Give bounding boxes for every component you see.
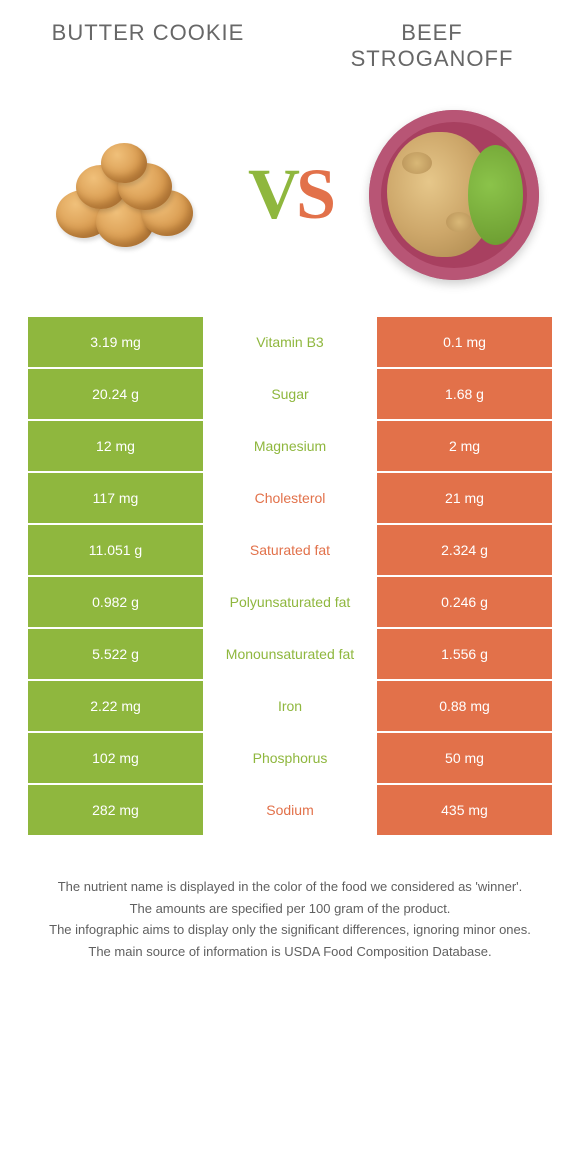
left-value: 282 mg	[28, 785, 203, 835]
stroganoff-illustration	[369, 110, 539, 280]
footer-line: The infographic aims to display only the…	[38, 920, 542, 940]
nutrient-row: 12 mgMagnesium2 mg	[28, 421, 552, 471]
infographic-container: Butter cookie Beef Stroganoff VS 3.19 mg…	[0, 0, 580, 1003]
vs-s: S	[296, 154, 332, 234]
footer-notes: The nutrient name is displayed in the co…	[28, 837, 552, 983]
nutrient-label: Sodium	[203, 785, 377, 835]
left-food-title: Butter cookie	[48, 20, 248, 46]
cookies-illustration	[46, 135, 206, 255]
vs-label: VS	[248, 153, 332, 236]
nutrient-label: Cholesterol	[203, 473, 377, 523]
nutrient-table: 3.19 mgVitamin B30.1 mg20.24 gSugar1.68 …	[28, 317, 552, 835]
left-value: 2.22 mg	[28, 681, 203, 731]
left-value: 11.051 g	[28, 525, 203, 575]
left-value: 12 mg	[28, 421, 203, 471]
right-food-title: Beef Stroganoff	[332, 20, 532, 72]
right-value: 0.246 g	[377, 577, 552, 627]
left-value: 117 mg	[28, 473, 203, 523]
nutrient-label: Polyunsaturated fat	[203, 577, 377, 627]
right-value: 21 mg	[377, 473, 552, 523]
right-value: 1.68 g	[377, 369, 552, 419]
right-value: 0.88 mg	[377, 681, 552, 731]
nutrient-row: 117 mgCholesterol21 mg	[28, 473, 552, 523]
right-value: 0.1 mg	[377, 317, 552, 367]
nutrient-row: 2.22 mgIron0.88 mg	[28, 681, 552, 731]
left-value: 20.24 g	[28, 369, 203, 419]
images-row: VS	[28, 82, 552, 317]
nutrient-row: 11.051 gSaturated fat2.324 g	[28, 525, 552, 575]
left-value: 102 mg	[28, 733, 203, 783]
nutrient-label: Phosphorus	[203, 733, 377, 783]
right-value: 1.556 g	[377, 629, 552, 679]
nutrient-label: Vitamin B3	[203, 317, 377, 367]
footer-line: The main source of information is USDA F…	[38, 942, 542, 962]
nutrient-label: Sugar	[203, 369, 377, 419]
nutrient-label: Iron	[203, 681, 377, 731]
nutrient-row: 102 mgPhosphorus50 mg	[28, 733, 552, 783]
nutrient-row: 5.522 gMonounsaturated fat1.556 g	[28, 629, 552, 679]
footer-line: The amounts are specified per 100 gram o…	[38, 899, 542, 919]
right-value: 2 mg	[377, 421, 552, 471]
nutrient-row: 0.982 gPolyunsaturated fat0.246 g	[28, 577, 552, 627]
nutrient-row: 20.24 gSugar1.68 g	[28, 369, 552, 419]
header: Butter cookie Beef Stroganoff	[28, 20, 552, 82]
left-value: 3.19 mg	[28, 317, 203, 367]
left-food-image	[38, 107, 213, 282]
right-value: 2.324 g	[377, 525, 552, 575]
nutrient-label: Magnesium	[203, 421, 377, 471]
right-food-image	[367, 107, 542, 282]
nutrient-label: Monounsaturated fat	[203, 629, 377, 679]
vs-v: V	[248, 154, 296, 234]
footer-line: The nutrient name is displayed in the co…	[38, 877, 542, 897]
right-value: 435 mg	[377, 785, 552, 835]
left-value: 5.522 g	[28, 629, 203, 679]
nutrient-row: 282 mgSodium435 mg	[28, 785, 552, 835]
nutrient-row: 3.19 mgVitamin B30.1 mg	[28, 317, 552, 367]
left-value: 0.982 g	[28, 577, 203, 627]
right-value: 50 mg	[377, 733, 552, 783]
nutrient-label: Saturated fat	[203, 525, 377, 575]
